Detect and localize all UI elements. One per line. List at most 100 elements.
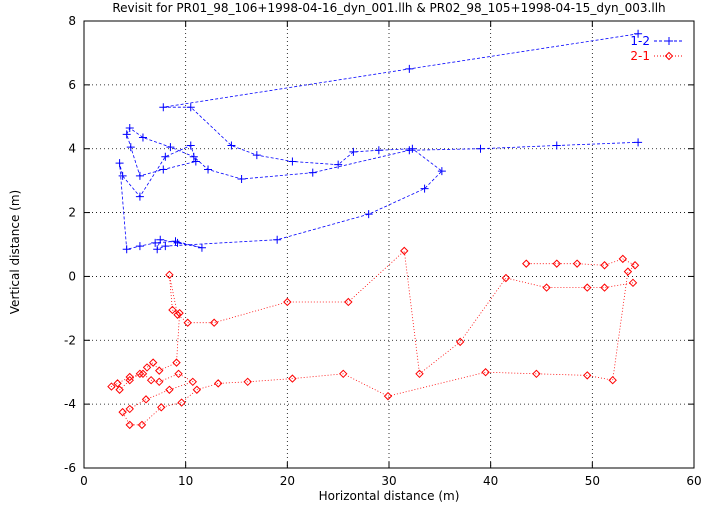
- point-1-2: [126, 143, 135, 152]
- point-1-2: [552, 141, 561, 150]
- point-1-2: [151, 238, 160, 247]
- point-1-2: [308, 168, 317, 177]
- point-1-2: [420, 184, 429, 193]
- series-layer: [107, 29, 643, 430]
- point-2-1: [481, 368, 490, 377]
- point-2-1: [630, 261, 640, 270]
- point-2-1: [209, 318, 219, 327]
- point-1-2: [118, 171, 127, 180]
- point-2-1: [115, 385, 124, 394]
- point-1-2: [173, 238, 182, 247]
- point-2-1: [600, 261, 609, 270]
- point-1-2: [634, 29, 643, 38]
- point-1-2: [405, 146, 414, 155]
- point-2-1: [243, 377, 252, 387]
- y-tick-label: -6: [64, 461, 76, 475]
- point-2-1: [125, 372, 134, 382]
- point-2-1: [522, 259, 531, 268]
- point-2-1: [501, 273, 511, 283]
- x-tick-label: 10: [178, 474, 193, 488]
- point-1-2: [476, 144, 485, 153]
- point-2-1: [165, 270, 174, 280]
- x-tick-label: 0: [80, 474, 88, 488]
- point-2-1: [125, 404, 134, 414]
- point-1-2: [122, 130, 131, 139]
- point-1-2: [227, 141, 236, 150]
- point-2-1: [288, 374, 297, 383]
- point-1-2: [135, 192, 144, 201]
- point-1-2: [166, 143, 175, 152]
- point-2-1: [137, 420, 147, 430]
- x-ticks: 0 10 20 30 40 50 60: [80, 21, 702, 488]
- point-2-1: [177, 398, 186, 407]
- point-1-2: [273, 235, 282, 244]
- point-1-2: [135, 171, 144, 180]
- point-1-2: [405, 64, 414, 73]
- point-2-1: [168, 305, 177, 315]
- point-2-1: [400, 246, 409, 256]
- y-tick-label: 6: [68, 78, 76, 92]
- point-1-2: [189, 152, 198, 161]
- point-1-2: [349, 147, 358, 156]
- point-2-1: [118, 407, 127, 417]
- point-1-2: [135, 242, 144, 251]
- point-2-1: [608, 375, 617, 385]
- point-2-1: [125, 420, 134, 430]
- y-tick-label: 2: [68, 206, 76, 220]
- point-2-1: [192, 385, 202, 394]
- x-tick-label: 60: [686, 474, 701, 488]
- point-2-1: [552, 259, 561, 268]
- point-2-1: [339, 369, 348, 379]
- point-2-1: [155, 366, 164, 375]
- x-tick-label: 40: [483, 474, 498, 488]
- point-1-2: [122, 245, 131, 254]
- plot-frame: [83, 20, 695, 469]
- y-tick-label: -2: [64, 333, 76, 347]
- point-2-1: [628, 278, 638, 288]
- point-2-1: [583, 371, 592, 380]
- point-2-1: [532, 369, 541, 379]
- y-tick-label: 4: [68, 142, 76, 156]
- point-1-2: [159, 103, 168, 112]
- point-1-2: [161, 152, 170, 161]
- y-axis-label: Vertical distance (m): [8, 190, 22, 314]
- point-2-1: [175, 308, 184, 318]
- point-1-2: [288, 157, 297, 166]
- point-2-1: [155, 377, 164, 387]
- legend: 1-2 2-1: [630, 34, 684, 63]
- point-1-2: [237, 175, 246, 184]
- point-2-1: [618, 254, 628, 264]
- point-2-1: [583, 283, 592, 292]
- point-1-2: [334, 160, 343, 169]
- point-1-2: [186, 103, 195, 112]
- series-1-2: [115, 29, 643, 254]
- point-1-2: [138, 133, 147, 142]
- y-tick-label: 0: [68, 269, 76, 283]
- legend-marker-2-1: [664, 51, 674, 61]
- point-2-1: [113, 379, 122, 388]
- y-ticks: -6 -4 -2 0 2 4 6 8: [64, 14, 694, 475]
- point-2-1: [283, 297, 292, 307]
- point-1-2: [634, 138, 643, 147]
- x-tick-label: 30: [381, 474, 396, 488]
- point-1-2: [437, 167, 446, 176]
- point-2-1: [107, 382, 116, 391]
- legend-marker-1-2: [665, 37, 673, 45]
- point-1-2: [204, 165, 213, 174]
- x-tick-label: 20: [280, 474, 295, 488]
- chart-title: Revisit for PR01_98_106+1998-04-16_dyn_0…: [112, 1, 665, 15]
- point-2-1: [415, 369, 424, 379]
- point-2-1: [138, 369, 148, 379]
- point-1-2: [252, 151, 261, 160]
- point-1-2: [156, 235, 165, 244]
- point-2-1: [141, 395, 151, 404]
- point-1-2: [364, 210, 373, 219]
- point-1-2: [374, 146, 383, 155]
- point-1-2: [197, 243, 206, 252]
- x-tick-label: 50: [585, 474, 600, 488]
- y-tick-label: -4: [64, 397, 76, 411]
- point-1-2: [153, 245, 162, 254]
- point-2-1: [188, 377, 197, 387]
- point-2-1: [146, 375, 156, 385]
